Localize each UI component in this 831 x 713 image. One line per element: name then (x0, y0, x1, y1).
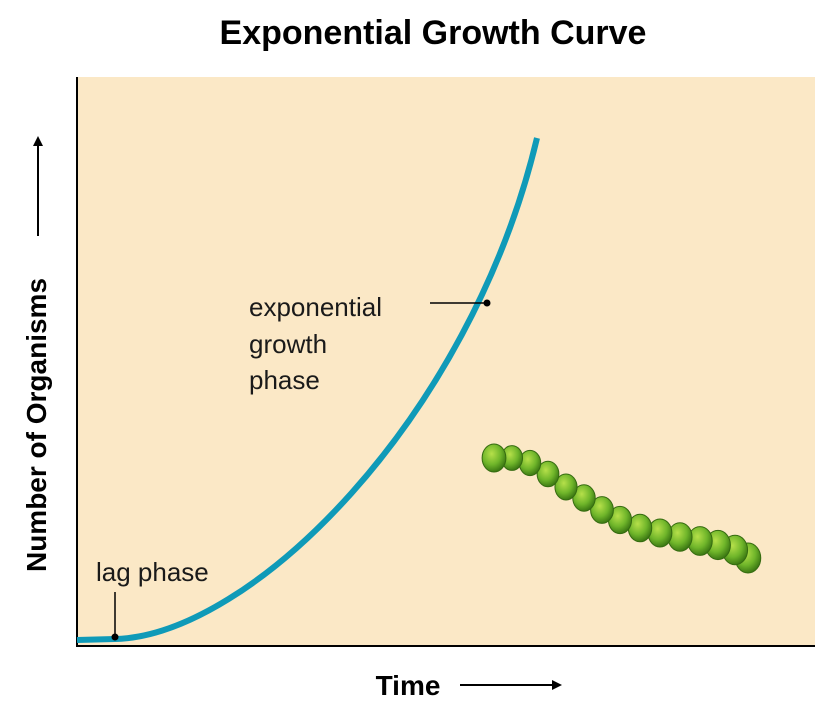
y-axis-label: Number of Organisms (21, 278, 52, 572)
annotation: phase (249, 365, 320, 395)
caterpillar-segment (572, 484, 596, 512)
caterpillar-segment (554, 473, 578, 501)
annotation: growth (249, 329, 327, 359)
annotation: exponential (249, 292, 382, 322)
caterpillar-segment (536, 460, 560, 488)
caterpillar-segment (590, 496, 614, 524)
growth-curve (76, 137, 540, 643)
title: Exponential Growth Curve (220, 14, 647, 52)
x-axis-label: Time (376, 670, 441, 701)
caterpillar-segment (647, 518, 673, 548)
annotation: lag phase (96, 557, 209, 587)
leader-dot (483, 299, 491, 307)
caterpillar-illustration (481, 443, 762, 574)
leader-dot (111, 633, 119, 641)
caterpillar-segment (481, 443, 507, 473)
